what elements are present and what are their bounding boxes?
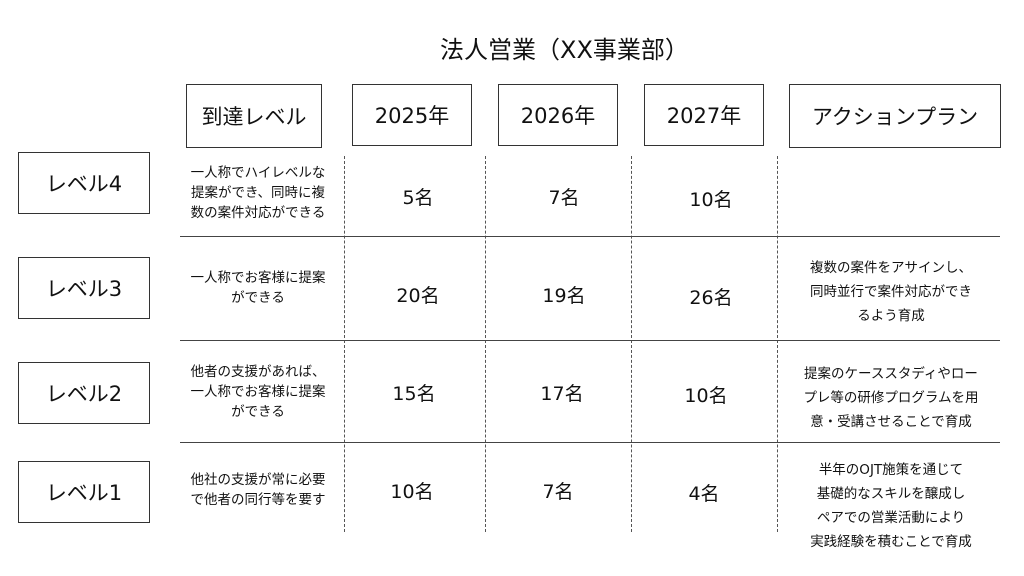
level-description: 他社の支援が常に必要 で他者の同行等を要す bbox=[190, 472, 326, 508]
count-2027: 10名 bbox=[684, 385, 728, 407]
column-divider-3 bbox=[631, 156, 632, 532]
level-box: レベル3 bbox=[18, 257, 150, 319]
level-description: 一人称でハイレベルな 提案ができ、同時に複 数の案件対応ができる bbox=[190, 165, 326, 221]
count-2026: 7名 bbox=[548, 187, 580, 209]
column-divider-2 bbox=[485, 156, 486, 532]
count-2027: 26名 bbox=[689, 287, 733, 309]
count-2025: 20名 bbox=[396, 285, 440, 307]
level-description: 他者の支援があれば、 一人称でお客様に提案 ができる bbox=[190, 364, 326, 420]
count-2025: 10名 bbox=[390, 481, 434, 503]
header-2027: 2027年 bbox=[644, 84, 764, 146]
count-2026: 17名 bbox=[540, 383, 584, 405]
count-2026: 19名 bbox=[542, 285, 586, 307]
header-2026: 2026年 bbox=[498, 84, 618, 146]
level-box: レベル2 bbox=[18, 362, 150, 424]
count-2026: 7名 bbox=[542, 481, 574, 503]
header-2025: 2025年 bbox=[352, 84, 472, 146]
count-2025: 15名 bbox=[392, 383, 436, 405]
count-2025: 5名 bbox=[402, 187, 434, 209]
level-box: レベル1 bbox=[18, 461, 150, 523]
count-2027: 10名 bbox=[689, 189, 733, 211]
level-box: レベル4 bbox=[18, 152, 150, 214]
header-action-plan: アクションプラン bbox=[789, 84, 1001, 148]
row-divider-2 bbox=[180, 340, 1000, 341]
page-title: 法人営業（XX事業部） bbox=[440, 36, 689, 64]
action-plan-text: 半年のOJT施策を通じて 基礎的なスキルを醸成し ペアでの営業活動により 実践経… bbox=[810, 462, 972, 550]
action-plan-text: 複数の案件をアサインし、 同時並行で案件対応ができ るよう育成 bbox=[810, 260, 972, 324]
column-divider-1 bbox=[344, 156, 345, 532]
header-reach-level: 到達レベル bbox=[186, 84, 322, 148]
column-divider-4 bbox=[777, 156, 778, 532]
count-2027: 4名 bbox=[688, 483, 720, 505]
action-plan-text: 提案のケーススタディやロー プレ等の研修プログラムを用 意・受講させることで育成 bbox=[803, 366, 979, 430]
level-description: 一人称でお客様に提案 ができる bbox=[190, 270, 326, 306]
row-divider-1 bbox=[180, 236, 1000, 237]
row-divider-3 bbox=[180, 442, 1000, 443]
